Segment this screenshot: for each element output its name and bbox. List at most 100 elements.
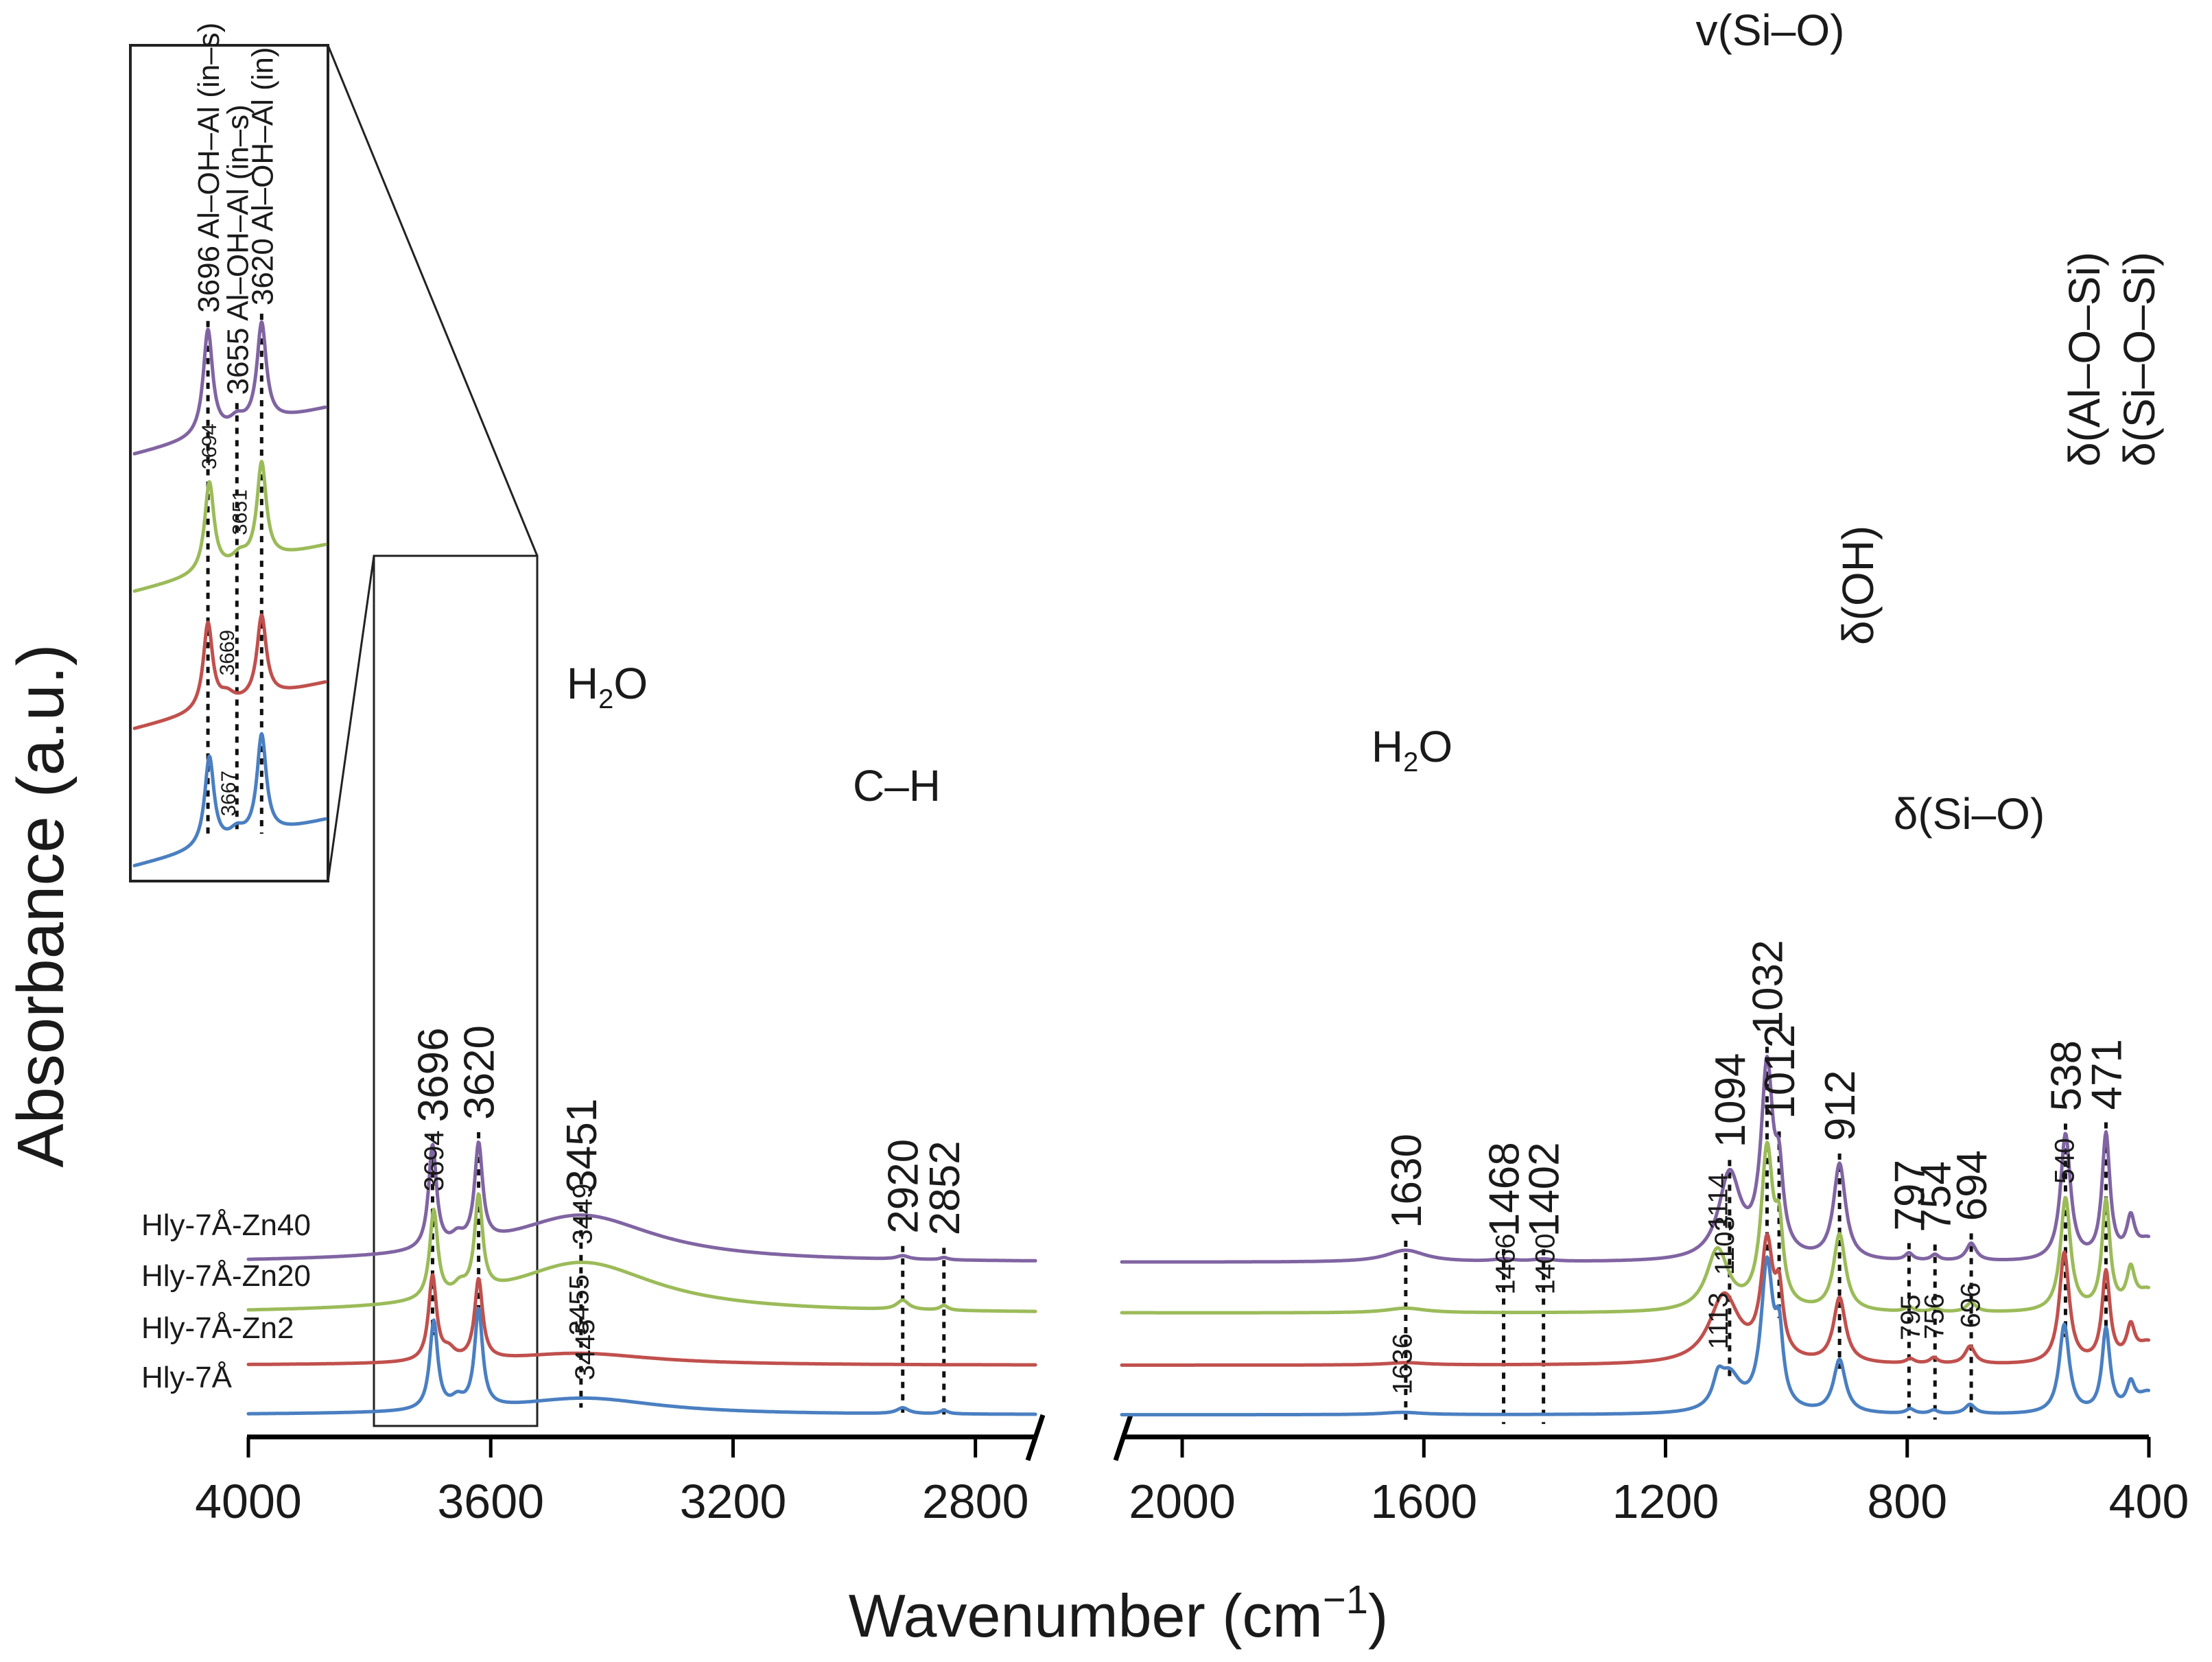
x-tick-label-4000: 4000 <box>195 1475 302 1528</box>
x-tick-label-2800: 2800 <box>922 1475 1029 1528</box>
x-axis: 4000 3600 3200 2800 2000 1600 1200 800 400 <box>195 1414 2189 1528</box>
trace-hly-7a-right <box>1120 1255 2151 1417</box>
x-axis-label: Wavenumber (cm−1) <box>849 1578 1389 1650</box>
peak-label-small-540: 540 <box>2050 1138 2080 1184</box>
inset-small-label-3667: 3667 <box>217 771 240 817</box>
series-labels: Hly-7Å Hly-7Å-Zn2 Hly-7Å-Zn20 Hly-7Å-Zn40 <box>141 1208 311 1394</box>
band-group-h-3451: H2O <box>567 659 648 714</box>
inset-small-label-3694: 3694 <box>198 423 221 469</box>
peak-label-471: 471 <box>2083 1039 2130 1110</box>
trace-hly-7a-zn20-right <box>1120 1140 2151 1315</box>
band-group-h: H <box>567 659 598 708</box>
x-tick-label-2000: 2000 <box>1129 1475 1236 1528</box>
peak-label-754: 754 <box>1912 1161 1960 1232</box>
band-group-c-h-2886: C–H <box>853 761 941 810</box>
inset-labels: 3696 Al–OH–Al (in–s)3655 Al–OH–Al (in–s)… <box>192 23 279 817</box>
band-group-si-o-760: δ(Si–O) <box>1894 789 2045 839</box>
band-group-h: H <box>1372 722 1403 771</box>
peak-label-1402: 1402 <box>1521 1142 1568 1237</box>
x-tick-label-800: 800 <box>1867 1475 1947 1528</box>
peak-label-1468: 1468 <box>1481 1142 1529 1237</box>
peak-label-small-795: 795 <box>1896 1295 1926 1341</box>
peak-label-3696: 3696 <box>410 1027 457 1122</box>
peak-label-1032: 1032 <box>1744 940 1791 1035</box>
series-label-hly-7a-zn40: Hly-7Å-Zn40 <box>141 1208 311 1242</box>
peak-label-1012: 1012 <box>1756 1025 1804 1119</box>
inset-label-3620: 3620 Al–OH–Al (in) <box>246 47 279 305</box>
band-group-oh-912: δ(OH) <box>1833 526 1883 645</box>
y-axis-label: Absorbance (a.u.) <box>4 644 78 1167</box>
peak-label-3620: 3620 <box>456 1025 504 1120</box>
inset-small-label-3651: 3651 <box>228 489 251 535</box>
x-tick-label-1600: 1600 <box>1370 1475 1477 1528</box>
peak-label-small-3445: 3445 <box>570 1319 600 1380</box>
x-axis-label-close: ) <box>1368 1582 1388 1650</box>
peak-label-small-756: 756 <box>1920 1294 1950 1339</box>
trace-hly-7a-left <box>246 1307 1037 1416</box>
inset-markers <box>206 314 263 834</box>
x-tick-label-3600: 3600 <box>437 1475 544 1528</box>
peak-label-1094: 1094 <box>1707 1053 1754 1147</box>
inset-small-label-3669: 3669 <box>216 630 239 676</box>
peak-label-538: 538 <box>2043 1040 2090 1111</box>
axis-break-mark-right <box>1113 1414 1133 1462</box>
inset-trace-hly-7a <box>132 731 327 867</box>
x-axis-ticks: 4000 3600 3200 2800 2000 1600 1200 800 400 <box>195 1437 2189 1528</box>
axis-break-mark-left <box>1025 1414 1046 1462</box>
inset-frame <box>129 44 329 882</box>
oh-region-frame <box>373 554 539 1427</box>
peak-label-3451: 3451 <box>558 1099 606 1193</box>
band-group-h-1630: H2O <box>1372 722 1452 777</box>
band-group-al-o-si-538: δ(Al–O–Si) <box>2060 252 2109 467</box>
x-tick-label-400: 400 <box>2109 1475 2189 1528</box>
inset: 3696 Al–OH–Al (in–s)3655 Al–OH–Al (in–s)… <box>129 23 539 882</box>
peak-label-small-3694: 3694 <box>419 1130 449 1191</box>
peak-label-small-1103: 1103 <box>1710 1216 1740 1275</box>
band-group-sub: 2 <box>1403 747 1418 777</box>
inset-trace-hly-7a-zn2 <box>132 613 327 730</box>
inset-trace-hly-7a-zn40 <box>132 320 327 456</box>
inset-connector-bottom <box>327 555 375 882</box>
x-axis-label-unit-sup: −1 <box>1323 1578 1368 1622</box>
spectra-traces <box>246 1055 2151 1417</box>
inset-trace-hly-7a-zn20 <box>132 459 327 593</box>
peak-label-small-3449: 3449 <box>568 1184 598 1245</box>
peak-label-2920: 2920 <box>880 1139 928 1234</box>
peak-label-small-1636: 1636 <box>1388 1333 1418 1394</box>
peak-label-small-696: 696 <box>1955 1283 1986 1329</box>
inset-label-3696: 3696 Al–OH–Al (in–s) <box>192 23 226 313</box>
trace-hly-7a-zn40-right <box>1120 1055 2151 1264</box>
inset-traces <box>132 320 327 867</box>
peak-label-small-1114: 1114 <box>1703 1173 1733 1230</box>
trace-hly-7a-zn20-left <box>246 1192 1037 1313</box>
series-label-hly-7a: Hly-7Å <box>141 1361 233 1394</box>
peak-label-1630: 1630 <box>1383 1134 1431 1228</box>
x-tick-label-1200: 1200 <box>1612 1475 1719 1528</box>
band-group-si-o-si-471: δ(Si–O–Si) <box>2115 252 2164 467</box>
inset-connector-top <box>327 45 539 557</box>
band-group-v-si-o-1032: v(Si–O) <box>1696 5 1845 55</box>
peak-label-694: 694 <box>1949 1150 1996 1221</box>
band-group-tail: O <box>613 659 648 708</box>
peak-label-small-1113: 1113 <box>1704 1292 1734 1349</box>
peak-label-797: 797 <box>1886 1160 1933 1230</box>
trace-hly-7a-zn40-left <box>246 1140 1037 1263</box>
peak-label-small-1400: 1400 <box>1530 1234 1560 1295</box>
peak-label-912: 912 <box>1817 1070 1864 1141</box>
inset-label-3655: 3655 Al–OH–Al (in–s) <box>221 104 255 395</box>
band-group-tail: O <box>1418 722 1452 771</box>
trace-hly-7a-zn2-left <box>246 1273 1037 1367</box>
x-tick-label-3200: 3200 <box>680 1475 787 1528</box>
peak-label-2852: 2852 <box>921 1140 969 1235</box>
peak-markers <box>430 1046 2108 1425</box>
peak-label-small-1466: 1466 <box>1490 1234 1520 1295</box>
series-label-hly-7a-zn20: Hly-7Å-Zn20 <box>141 1259 311 1293</box>
x-axis-label-main: Wavenumber (cm <box>849 1582 1323 1650</box>
trace-hly-7a-zn2-right <box>1120 1232 2151 1367</box>
band-group-sub: 2 <box>598 684 613 714</box>
peak-label-small-3455: 3455 <box>564 1274 594 1335</box>
